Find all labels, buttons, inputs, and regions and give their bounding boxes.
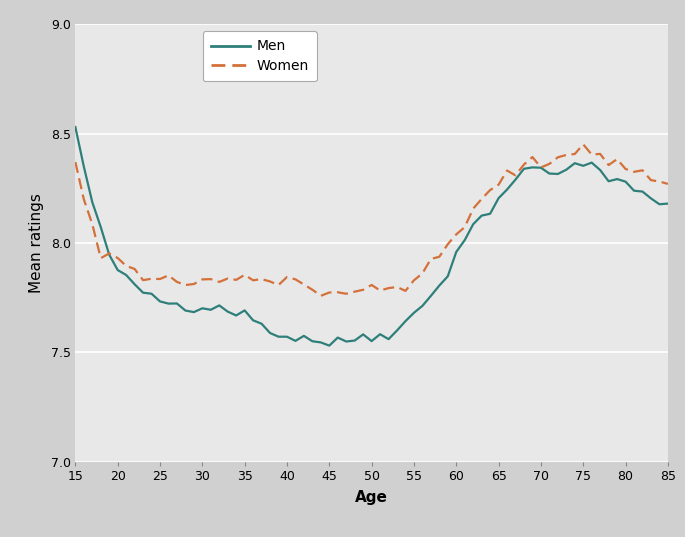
Men	[367, 338, 375, 344]
Men	[435, 282, 443, 289]
Men	[240, 307, 249, 314]
Women	[647, 177, 655, 184]
Women	[156, 276, 164, 282]
Women	[621, 166, 630, 172]
Men	[88, 199, 97, 205]
Men	[638, 188, 647, 195]
Women	[316, 293, 325, 299]
Women	[579, 141, 587, 148]
Y-axis label: Mean ratings: Mean ratings	[29, 193, 45, 293]
Women	[664, 180, 672, 187]
Men	[664, 200, 672, 207]
Women	[367, 282, 375, 288]
Line: Women: Women	[75, 144, 668, 296]
Legend: Men, Women: Men, Women	[203, 31, 317, 81]
Men	[71, 124, 79, 130]
Women	[435, 253, 443, 260]
Women	[88, 221, 97, 227]
Men	[325, 343, 334, 349]
Women	[71, 159, 79, 165]
X-axis label: Age: Age	[356, 490, 388, 505]
Men	[528, 164, 536, 171]
Line: Men: Men	[75, 127, 668, 346]
